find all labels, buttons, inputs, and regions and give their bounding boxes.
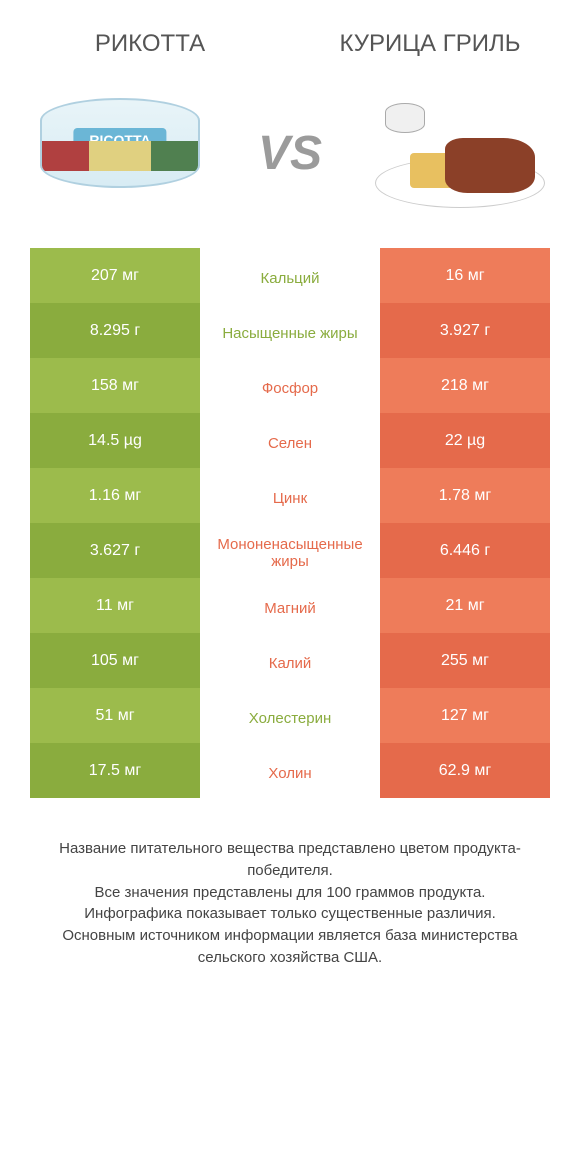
value-left: 51 мг <box>30 688 200 743</box>
table-row: 17.5 мгХолин62.9 мг <box>30 743 550 798</box>
nutrient-name: Цинк <box>200 468 380 523</box>
value-right: 16 мг <box>380 248 550 303</box>
nutrient-name: Насыщенные жиры <box>200 303 380 358</box>
table-row: 105 мгКалий255 мг <box>30 633 550 688</box>
footer-line: Название питательного вещества представл… <box>30 838 550 882</box>
nutrient-table: 207 мгКальций16 мг8.295 гНасыщенные жиры… <box>0 248 580 798</box>
value-left: 3.627 г <box>30 523 200 578</box>
product-title-right: КУРИЦА ГРИЛЬ <box>320 30 540 58</box>
nutrient-name: Холин <box>200 743 380 798</box>
table-row: 207 мгКальций16 мг <box>30 248 550 303</box>
value-right: 21 мг <box>380 578 550 633</box>
value-left: 1.16 мг <box>30 468 200 523</box>
value-left: 17.5 мг <box>30 743 200 798</box>
value-left: 207 мг <box>30 248 200 303</box>
footer-text: Название питательного вещества представл… <box>0 798 580 989</box>
value-left: 8.295 г <box>30 303 200 358</box>
value-left: 158 мг <box>30 358 200 413</box>
nutrient-name: Холестерин <box>200 688 380 743</box>
value-right: 255 мг <box>380 633 550 688</box>
table-row: 14.5 µgСелен22 µg <box>30 413 550 468</box>
value-right: 218 мг <box>380 358 550 413</box>
value-right: 62.9 мг <box>380 743 550 798</box>
table-row: 11 мгМагний21 мг <box>30 578 550 633</box>
product-title-left: РИКОТТА <box>40 30 260 58</box>
footer-line: Основным источником информации является … <box>30 925 550 969</box>
value-right: 3.927 г <box>380 303 550 358</box>
nutrient-name: Магний <box>200 578 380 633</box>
images-row: RICOTTA VS <box>0 68 580 248</box>
value-right: 1.78 мг <box>380 468 550 523</box>
table-row: 158 мгФосфор218 мг <box>30 358 550 413</box>
table-row: 1.16 мгЦинк1.78 мг <box>30 468 550 523</box>
nutrient-name: Фосфор <box>200 358 380 413</box>
value-right: 6.446 г <box>380 523 550 578</box>
ricotta-icon: RICOTTA <box>40 98 200 188</box>
header: РИКОТТА КУРИЦА ГРИЛЬ <box>0 0 580 68</box>
value-left: 11 мг <box>30 578 200 633</box>
value-left: 105 мг <box>30 633 200 688</box>
chicken-icon <box>375 93 545 213</box>
value-left: 14.5 µg <box>30 413 200 468</box>
nutrient-name: Селен <box>200 413 380 468</box>
product-image-right <box>370 88 550 218</box>
footer-line: Все значения представлены для 100 граммо… <box>30 882 550 904</box>
nutrient-name: Мононенасыщенные жиры <box>200 523 380 578</box>
nutrient-name: Калий <box>200 633 380 688</box>
table-row: 51 мгХолестерин127 мг <box>30 688 550 743</box>
table-row: 3.627 гМононенасыщенные жиры6.446 г <box>30 523 550 578</box>
footer-line: Инфографика показывает только существенн… <box>30 903 550 925</box>
product-image-left: RICOTTA <box>30 88 210 218</box>
vs-label: VS <box>258 126 322 181</box>
table-row: 8.295 гНасыщенные жиры3.927 г <box>30 303 550 358</box>
nutrient-name: Кальций <box>200 248 380 303</box>
value-right: 22 µg <box>380 413 550 468</box>
value-right: 127 мг <box>380 688 550 743</box>
